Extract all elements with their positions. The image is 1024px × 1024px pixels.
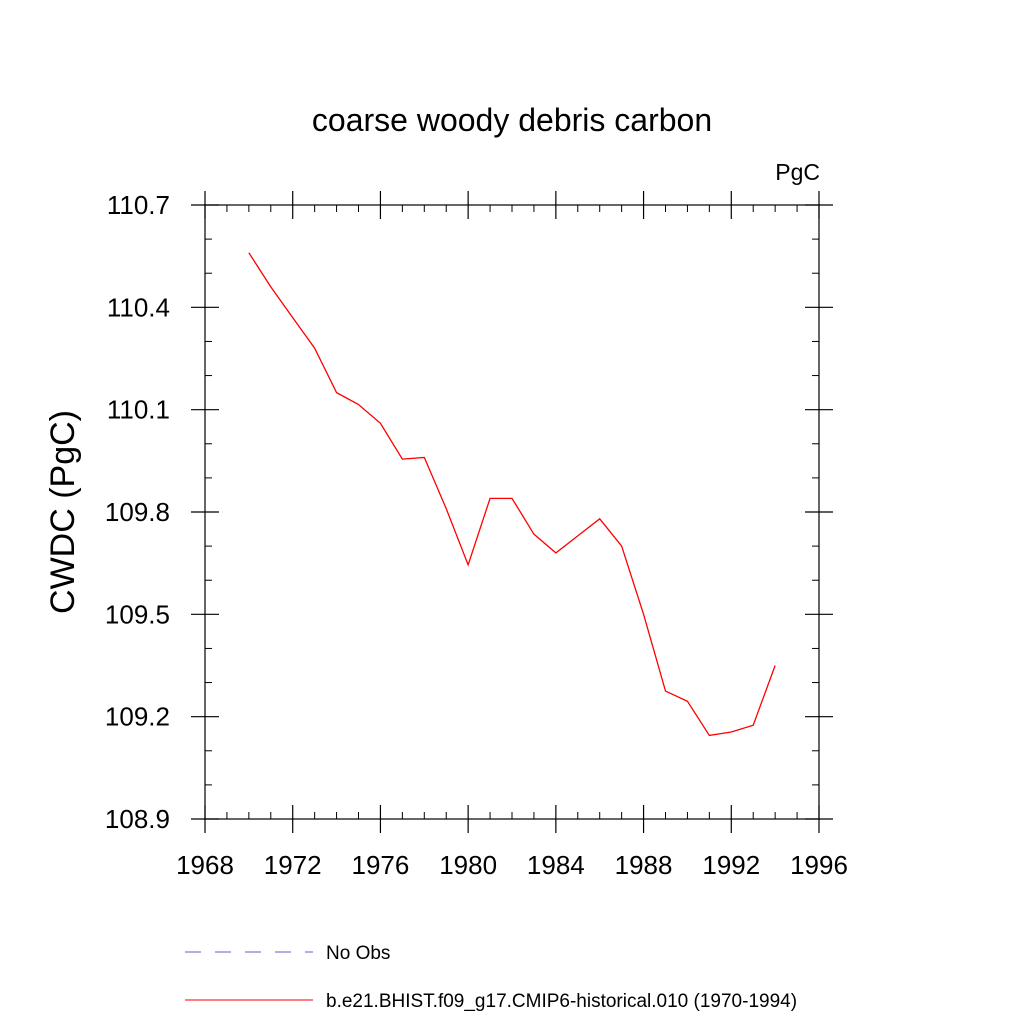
y-tick-label: 109.8 bbox=[105, 497, 170, 527]
y-tick-label: 110.4 bbox=[107, 292, 170, 322]
y-tick-label: 110.1 bbox=[107, 395, 170, 425]
x-tick-label: 1976 bbox=[352, 850, 410, 880]
y-tick-label: 109.2 bbox=[105, 702, 170, 732]
axis-ticks bbox=[191, 191, 833, 833]
x-tick-label: 1988 bbox=[615, 850, 673, 880]
legend: No Obs b.e21.BHIST.f09_g17.CMIP6-historic… bbox=[185, 943, 797, 1012]
plot-frame bbox=[204, 204, 820, 820]
x-tick-label: 1992 bbox=[702, 850, 760, 880]
chart-title: coarse woody debris carbon bbox=[312, 102, 712, 138]
x-tick-label: 1972 bbox=[264, 850, 322, 880]
series-line-0 bbox=[248, 252, 776, 737]
y-axis-label: CWDC (PgC) bbox=[44, 410, 82, 614]
y-tick-label: 109.5 bbox=[105, 599, 170, 629]
x-tick-label: 1968 bbox=[176, 850, 234, 880]
x-tick-label: 1980 bbox=[439, 850, 497, 880]
y-tick-label: 110.7 bbox=[107, 190, 170, 220]
axis-tick-labels: 1968 1972 1976 1980 1984 1988 1992 1996 108.9 109… bbox=[105, 190, 848, 880]
legend-label: b.e21.BHIST.f09_g17.CMIP6-historical.010… bbox=[326, 991, 797, 1012]
series-layer bbox=[248, 252, 776, 737]
x-tick-label: 1996 bbox=[790, 850, 848, 880]
y-tick-label: 108.9 bbox=[105, 804, 170, 834]
units-label: PgC bbox=[775, 159, 820, 185]
x-tick-label: 1984 bbox=[527, 850, 585, 880]
legend-label: No Obs bbox=[326, 943, 390, 964]
